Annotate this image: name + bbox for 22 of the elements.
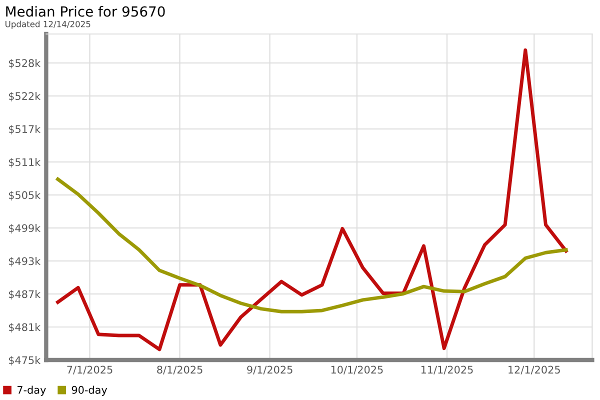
x-tick-label: 8/1/2025 (157, 366, 202, 374)
y-tick-label: $493k (8, 257, 41, 266)
y-tick-label: $522k (8, 92, 41, 102)
legend-label: 90-day (72, 386, 108, 396)
chart-subtitle: Updated 12/14/2025 (6, 20, 90, 29)
x-tick-label: 10/1/2025 (331, 366, 383, 374)
x-tick-label: 11/1/2025 (421, 366, 473, 374)
y-tick-label: $511k (8, 158, 41, 168)
line-series (56, 177, 568, 314)
y-tick-label: $475k (8, 356, 41, 366)
y-tick-label: $481k (8, 323, 41, 332)
line-series (56, 48, 568, 352)
x-tick-label: 9/1/2025 (247, 366, 292, 374)
legend-label: 7-day (18, 386, 46, 396)
y-tick-label: $505k (8, 191, 41, 200)
y-tick-label: $528k (8, 58, 41, 68)
y-tick-label: $517k (8, 124, 41, 134)
x-tick-label: 7/1/2025 (67, 366, 112, 374)
chart-title: Median Price for 95670 (6, 6, 165, 17)
y-tick-label: $499k (8, 224, 41, 234)
y-tick-label: $487k (8, 290, 41, 300)
x-tick-label: 12/1/2025 (508, 366, 560, 374)
